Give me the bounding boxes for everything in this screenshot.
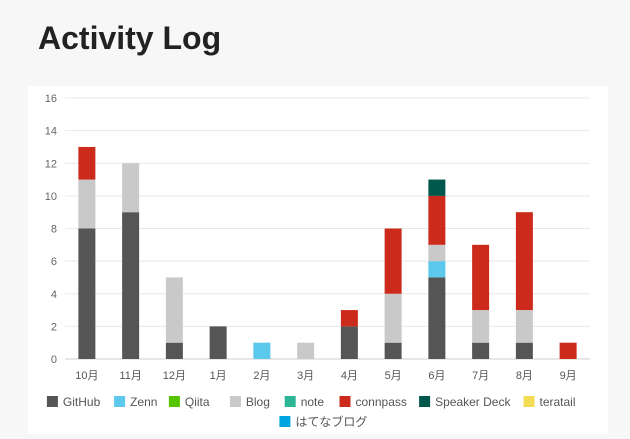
x-tick-label: 12月 xyxy=(163,370,186,382)
bar-segment-Blog xyxy=(515,310,533,343)
legend-item[interactable]: はてなブログ xyxy=(279,414,367,429)
bar-segment-Zenn xyxy=(253,342,271,359)
legend-swatch xyxy=(114,396,126,407)
y-tick-label: 14 xyxy=(45,126,57,138)
bar-segment-connpass xyxy=(384,228,402,294)
bar-segment-Blog xyxy=(297,342,315,359)
x-tick-label: 4月 xyxy=(341,370,358,382)
y-tick-label: 16 xyxy=(45,93,57,105)
activity-chart: 0 2 4 6 8 10 12 14 16 10月 11月 12月 1月 2月 3月 4月 5月 6月 7月 8月 9… xyxy=(28,86,608,434)
y-tick-label: 0 xyxy=(51,354,57,366)
chart-svg: 0 2 4 6 8 10 12 14 16 10月 11月 12月 1月 2月 3月 4月 5月 6月 7月 8月 9… xyxy=(45,93,590,429)
legend-item[interactable]: connpass xyxy=(339,395,407,409)
bar-segment-Blog xyxy=(384,293,402,343)
bar-segment-Blog xyxy=(165,277,183,343)
bar-segment-GitHub xyxy=(78,228,96,359)
legend-item[interactable]: teratail xyxy=(523,395,576,409)
y-tick-label: 2 xyxy=(51,321,57,333)
y-axis-ticks: 0 2 4 6 8 10 12 14 16 xyxy=(45,93,57,366)
y-tick-label: 10 xyxy=(45,191,57,203)
bar-segment-Blog xyxy=(428,244,446,262)
x-tick-label: 2月 xyxy=(253,370,270,382)
legend: GitHub Zenn Qiita Blog note connpass Speaker D… xyxy=(46,395,576,429)
bar-segment-GitHub xyxy=(165,342,183,359)
bar-segment-Blog xyxy=(78,179,96,229)
legend-label: connpass xyxy=(356,395,407,409)
page-title: Activity Log xyxy=(38,20,222,56)
legend-swatch xyxy=(339,396,351,407)
legend-item[interactable]: Blog xyxy=(229,395,270,409)
x-axis-ticks: 10月 11月 12月 1月 2月 3月 4月 5月 6月 7月 8月 9月 xyxy=(75,370,576,382)
legend-item[interactable]: note xyxy=(284,395,325,409)
x-tick-label: 1月 xyxy=(210,370,227,382)
bar-segment-GitHub xyxy=(122,212,140,359)
y-tick-label: 8 xyxy=(51,224,57,236)
bar-segment-Blog xyxy=(122,163,140,213)
x-tick-label: 9月 xyxy=(560,370,577,382)
bar-segment-GitHub xyxy=(340,326,358,359)
legend-swatch xyxy=(46,396,58,407)
grid-lines xyxy=(65,97,590,360)
bar-segment-Blog xyxy=(472,310,490,343)
legend-item[interactable]: Qiita xyxy=(168,395,210,409)
legend-swatch xyxy=(279,416,291,427)
legend-label: GitHub xyxy=(63,395,101,409)
y-tick-label: 12 xyxy=(45,158,57,170)
y-tick-label: 6 xyxy=(51,256,57,268)
legend-label: note xyxy=(301,395,325,409)
bar-segment-connpass xyxy=(428,195,446,245)
x-tick-label: 5月 xyxy=(385,370,402,382)
legend-label: はてなブログ xyxy=(295,414,367,429)
legend-label: Qiita xyxy=(185,395,210,409)
x-tick-label: 10月 xyxy=(75,370,98,382)
x-tick-label: 8月 xyxy=(516,370,533,382)
legend-swatch xyxy=(229,396,241,407)
bar-segment-connpass xyxy=(78,146,96,180)
bar-segment-GitHub xyxy=(384,342,402,359)
x-tick-label: 6月 xyxy=(428,370,445,382)
bar-segment-connpass xyxy=(472,244,490,311)
bar-segment-Zenn xyxy=(428,261,446,278)
legend-item[interactable]: Speaker Deck xyxy=(419,395,511,409)
bar-segment-GitHub xyxy=(472,342,490,359)
bar-segment-GitHub xyxy=(428,277,446,359)
bar-segment-GitHub xyxy=(209,326,227,359)
legend-label: Speaker Deck xyxy=(435,395,511,409)
legend-swatch xyxy=(523,396,535,407)
x-tick-label: 7月 xyxy=(472,370,489,382)
legend-item[interactable]: Zenn xyxy=(114,395,157,409)
bar-segment-connpass xyxy=(559,342,577,359)
y-tick-label: 4 xyxy=(51,289,57,301)
x-tick-label: 11月 xyxy=(119,370,141,382)
legend-swatch xyxy=(419,396,431,407)
legend-swatch xyxy=(168,396,180,407)
bar-segment-GitHub xyxy=(515,342,533,359)
bar-segment-connpass xyxy=(340,310,358,327)
legend-item[interactable]: GitHub xyxy=(46,395,101,409)
bars xyxy=(78,146,577,359)
legend-label: teratail xyxy=(540,395,576,409)
legend-label: Blog xyxy=(246,395,270,409)
legend-swatch xyxy=(284,396,296,407)
x-tick-label: 3月 xyxy=(297,370,314,382)
bar-segment-Speaker Deck xyxy=(428,179,446,196)
bar-segment-connpass xyxy=(515,212,533,311)
legend-label: Zenn xyxy=(130,395,157,409)
